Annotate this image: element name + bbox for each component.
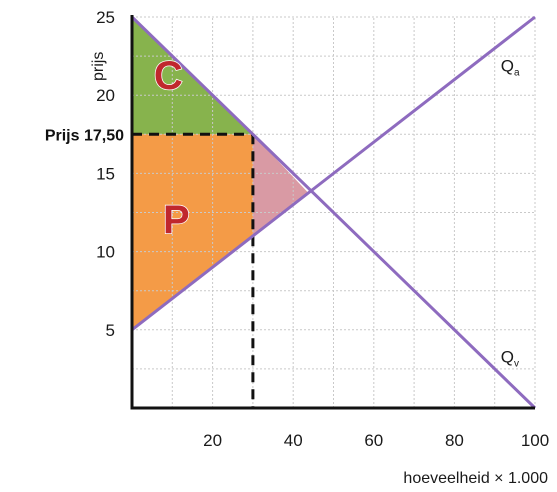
labels: prijs hoeveelheid × 1.000 Prijs 17,50 20… <box>45 8 549 487</box>
y-tick-label: 10 <box>96 243 115 262</box>
grid <box>132 16 536 408</box>
curve-qv <box>130 15 537 410</box>
curve-label-qv: Qv <box>501 348 519 370</box>
curve-label-qa: Qa <box>501 57 520 79</box>
area-p <box>132 134 253 330</box>
x-tick-label: 80 <box>445 431 464 450</box>
area-label-p: P <box>163 198 190 242</box>
x-axis-title: hoeveelheid × 1.000 <box>403 470 548 487</box>
y-tick-label: 5 <box>106 321 115 340</box>
y-tick-label: 25 <box>96 8 115 27</box>
y-tick-label: 15 <box>96 164 115 183</box>
x-tick-label: 20 <box>203 431 222 450</box>
curves <box>130 15 537 410</box>
price-label: Prijs 17,50 <box>45 127 124 144</box>
axes <box>130 15 535 410</box>
x-tick-label: 60 <box>364 431 383 450</box>
curve-label-subscript: a <box>514 68 520 79</box>
x-tick-label: 40 <box>284 431 303 450</box>
curve-qa <box>131 15 536 331</box>
area-label-c: C <box>154 54 183 98</box>
y-axis-title: prijs <box>90 52 107 81</box>
y-tick-label: 20 <box>96 86 115 105</box>
x-tick-label: 100 <box>521 431 549 450</box>
curve-label-subscript: v <box>514 359 519 370</box>
deadweight-loss-area <box>252 134 309 236</box>
